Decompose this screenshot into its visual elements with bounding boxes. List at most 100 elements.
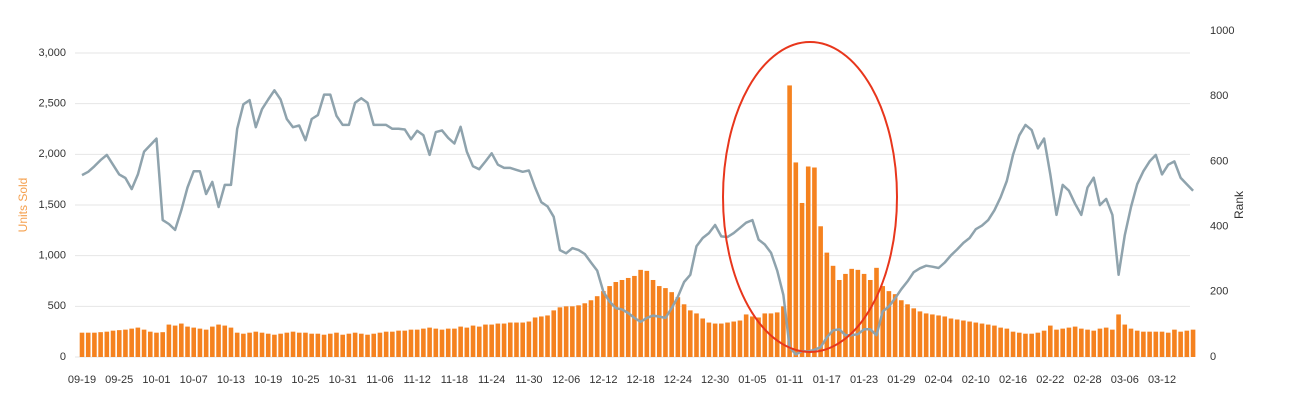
bar (290, 331, 296, 357)
bar (222, 325, 228, 357)
bar (799, 202, 805, 357)
bar (1054, 329, 1059, 357)
bar (681, 304, 687, 357)
x-tick-label: 01-11 (776, 374, 803, 386)
bar (961, 320, 966, 357)
bar (104, 331, 110, 357)
bar (520, 322, 525, 357)
bar (352, 332, 358, 357)
bar (1178, 331, 1183, 357)
bar (1153, 331, 1159, 357)
bar (303, 332, 308, 357)
bar (1023, 333, 1028, 357)
bar (160, 332, 165, 357)
bar (948, 318, 954, 357)
bar (911, 308, 917, 357)
bar (464, 327, 470, 357)
x-tick-label: 12-18 (627, 374, 655, 386)
bar (762, 313, 768, 357)
x-tick-label: 03-12 (1148, 374, 1176, 386)
x-tick-label: 10-01 (142, 374, 170, 386)
bar (1134, 330, 1140, 357)
bar (247, 332, 252, 357)
bar (284, 332, 290, 357)
bar (1110, 329, 1115, 357)
bar (750, 316, 755, 357)
bar (1116, 314, 1121, 357)
bar (526, 321, 532, 357)
bar (1066, 327, 1072, 357)
bar (1091, 330, 1097, 357)
bar (414, 329, 420, 357)
x-tick-label: 12-06 (552, 374, 580, 386)
bar (532, 317, 538, 357)
bar (495, 323, 501, 357)
bar (92, 332, 97, 357)
bar (476, 326, 482, 357)
bar (365, 334, 370, 357)
bar (296, 332, 302, 357)
x-tick-label: 01-29 (887, 374, 915, 386)
x-tick-label: 11-18 (441, 374, 468, 386)
bar (359, 333, 364, 357)
bar (327, 333, 333, 357)
bar (1172, 329, 1177, 357)
bar (390, 331, 395, 357)
bar (570, 306, 575, 357)
highlight-ellipse (722, 41, 898, 353)
x-tick-label: 10-13 (217, 374, 245, 386)
y2-tick-label: 800 (1210, 90, 1228, 102)
bar (141, 329, 147, 357)
bar (1010, 331, 1016, 357)
x-tick-label: 03-06 (1111, 374, 1139, 386)
bar (278, 333, 283, 357)
x-tick-label: 02-10 (962, 374, 990, 386)
y-tick-label: 3,000 (38, 47, 66, 59)
bar (663, 288, 668, 357)
bar (228, 327, 234, 357)
bar (719, 323, 724, 357)
bar (377, 332, 383, 357)
grid (75, 52, 1190, 358)
y-tick-label: 0 (60, 351, 66, 363)
y-tick-label: 1,000 (38, 250, 66, 262)
x-tick-label: 10-25 (291, 374, 319, 386)
bar (265, 333, 271, 357)
bar (272, 334, 277, 357)
bar (787, 85, 792, 357)
bar (923, 313, 929, 357)
bar (253, 331, 259, 357)
y-tick-label: 1,500 (38, 199, 66, 211)
bar (992, 325, 997, 357)
x-tick-label: 11-12 (404, 374, 431, 386)
bar (687, 310, 693, 357)
bar (439, 329, 445, 357)
bar (979, 323, 985, 357)
bar (185, 326, 190, 357)
bar (1016, 332, 1022, 357)
bar (433, 328, 439, 357)
bar (507, 322, 513, 357)
bar (421, 328, 426, 357)
rank-line (81, 89, 1194, 356)
bar (1147, 331, 1152, 357)
bar (315, 333, 321, 357)
bar (539, 316, 544, 357)
bar (576, 305, 581, 357)
bar (917, 311, 923, 357)
bar (638, 269, 643, 357)
bar (936, 315, 941, 357)
bar (905, 304, 910, 357)
bar (340, 334, 345, 357)
bar (836, 279, 842, 357)
bar (793, 162, 799, 357)
bar (179, 323, 184, 357)
bar (489, 324, 494, 357)
bar (216, 324, 221, 357)
x-tick-label: 11-06 (366, 374, 393, 386)
bar (110, 330, 116, 357)
bar (1141, 331, 1146, 357)
x-tick-label: 02-28 (1073, 374, 1101, 386)
bar (694, 313, 699, 357)
